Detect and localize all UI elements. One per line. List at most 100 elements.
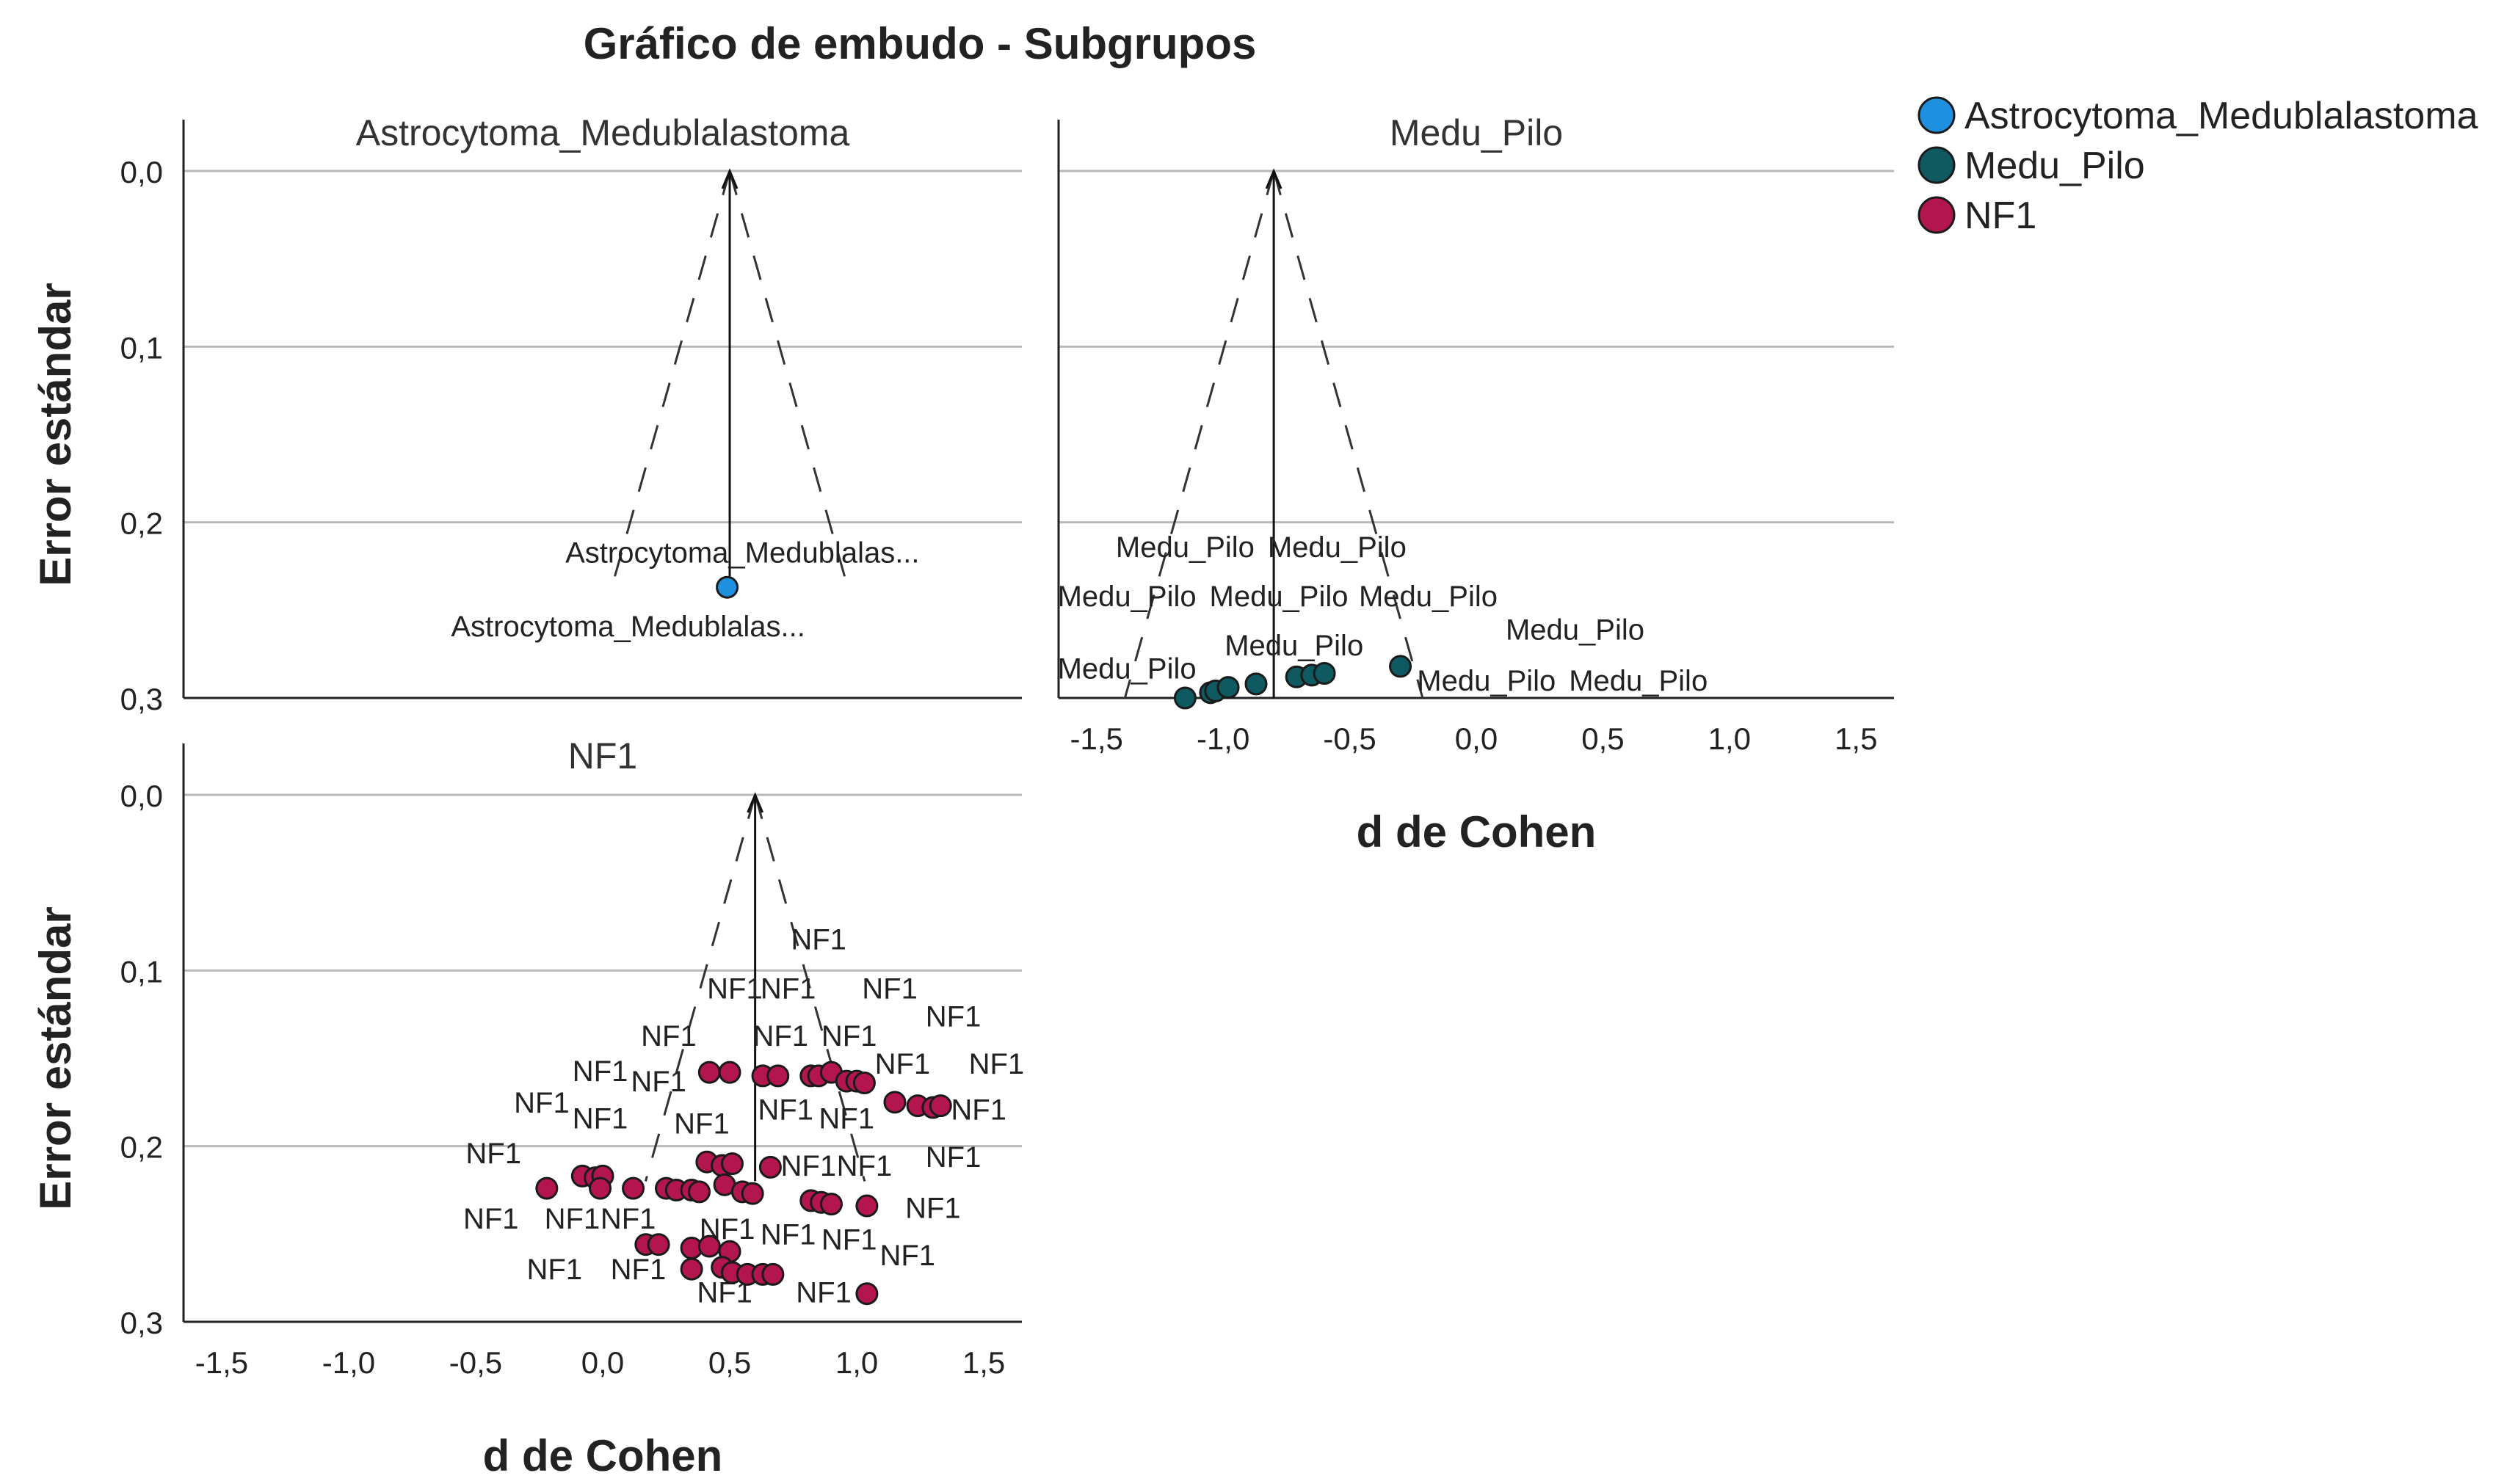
study-point: [697, 1234, 721, 1258]
funnel-right-boundary: [1272, 170, 1424, 699]
x-tick-label: 0,0: [1455, 721, 1498, 756]
point-label: Medu_Pilo: [1569, 665, 1708, 697]
panel-title: Medu_Pilo: [1390, 112, 1563, 153]
point-label: NF1: [514, 1087, 570, 1119]
point-label: NF1: [611, 1254, 667, 1286]
point-label: Medu_Pilo: [1116, 531, 1255, 564]
x-tick-label: -1,5: [195, 1345, 248, 1380]
funnel-left-boundary: [644, 794, 757, 1182]
study-point: [589, 1176, 612, 1200]
pooled-effect-arrow: [747, 792, 764, 813]
x-tick-label: -1,0: [1197, 721, 1249, 756]
x-tick-label: -1,5: [1070, 721, 1123, 756]
study-point: [766, 1064, 790, 1088]
study-point: [1173, 686, 1197, 710]
study-point: [855, 1194, 879, 1218]
point-label: Medu_Pilo: [1417, 665, 1556, 697]
study-point: [761, 1262, 785, 1286]
point-label: NF1: [752, 1020, 808, 1052]
point-label: NF1: [465, 1138, 521, 1170]
funnel-right-boundary: [728, 170, 848, 584]
point-label: NF1: [545, 1203, 601, 1235]
panel-2: Medu_Pilo -1,5 -1,0 -0,5 0,0 0,5 1,0 1,5 d de Co…: [1057, 112, 1894, 856]
x-tick-label: -0,5: [449, 1345, 502, 1380]
x-axis-title: d de Cohen: [483, 1431, 723, 1480]
study-point: [1389, 655, 1412, 678]
study-point: [688, 1180, 711, 1204]
point-label: NF1: [707, 972, 763, 1005]
study-point: [855, 1282, 879, 1306]
point-label: Medu_Pilo: [1506, 614, 1644, 647]
point-label: NF1: [641, 1020, 697, 1052]
legend-marker: [1917, 96, 1956, 134]
point-label: NF1: [761, 972, 816, 1005]
study-point: [718, 1061, 741, 1084]
point-label: Medu_Pilo: [1359, 581, 1498, 613]
y-tick-label: 0,0: [120, 155, 163, 189]
pooled-effect-arrow: [721, 168, 739, 189]
x-tick-label: 1,5: [1835, 721, 1877, 756]
study-point: [929, 1094, 952, 1118]
point-label: NF1: [969, 1048, 1025, 1080]
point-label: NF1: [819, 1102, 874, 1135]
point-label: NF1: [631, 1066, 686, 1098]
point-label: NF1: [905, 1192, 961, 1224]
point-label: NF1: [879, 1240, 935, 1272]
pooled-effect-arrow: [1265, 168, 1282, 189]
x-axis-title: d de Cohen: [1357, 807, 1597, 856]
study-point: [1244, 672, 1268, 696]
point-label: NF1: [573, 1055, 628, 1088]
point-label: NF1: [573, 1102, 628, 1135]
panel-1: Astrocytoma_Medublalastoma 0,0 0,1 0,2 0,3 Er…: [31, 112, 1022, 716]
study-point: [535, 1176, 559, 1200]
point-label: NF1: [926, 1141, 982, 1174]
study-point: [1216, 676, 1240, 699]
point-label: Astrocytoma_Medublalas...: [451, 611, 805, 643]
x-tick-label: 1,0: [1708, 721, 1751, 756]
point-label: NF1: [526, 1254, 582, 1286]
y-axis-title: Error estándar: [31, 906, 80, 1210]
legend-label: NF1: [1964, 194, 2036, 237]
study-point: [622, 1176, 645, 1200]
point-label: Medu_Pilo: [1058, 581, 1197, 613]
legend-marker: [1917, 146, 1956, 184]
point-label: Medu_Pilo: [1210, 581, 1349, 613]
point-label: NF1: [951, 1094, 1006, 1126]
point-label: NF1: [761, 1218, 816, 1251]
funnel-right-boundary: [754, 794, 866, 1182]
x-tick-label: 0,5: [708, 1345, 751, 1380]
x-tick-label: -1,0: [322, 1345, 375, 1380]
point-label: NF1: [758, 1094, 813, 1126]
legend-marker: [1917, 196, 1956, 234]
point-label: NF1: [837, 1150, 893, 1182]
study-point: [852, 1072, 876, 1095]
panel-3: NF1 0,0 0,1 0,2 0,3 Error estándar -1,5 -1,0 -0,…: [31, 735, 1024, 1480]
subgroup-panels: Astrocytoma_Medublalastoma 0,0 0,1 0,2 0,3 Er…: [31, 112, 1894, 1480]
y-tick-label: 0,2: [120, 1130, 163, 1165]
point-label: NF1: [862, 972, 918, 1005]
point-label: NF1: [601, 1203, 656, 1235]
study-point: [741, 1182, 764, 1205]
x-tick-label: 1,5: [962, 1345, 1005, 1380]
point-label: Medu_Pilo: [1268, 531, 1407, 564]
y-tick-label: 0,2: [120, 506, 163, 541]
x-tick-label: 0,0: [581, 1345, 624, 1380]
x-tick-label: 1,0: [835, 1345, 878, 1380]
point-label: NF1: [463, 1203, 519, 1235]
point-label: NF1: [674, 1108, 730, 1141]
point-label: NF1: [796, 1276, 852, 1309]
study-point: [697, 1061, 721, 1084]
funnel-left-boundary: [612, 170, 731, 584]
x-tick-label: 0,5: [1581, 721, 1624, 756]
chart-legend: Astrocytoma_Medublalastoma Medu_Pilo NF1: [1917, 95, 2478, 237]
study-point: [819, 1193, 843, 1216]
funnel-left-boundary: [1123, 170, 1275, 699]
legend-label: Medu_Pilo: [1964, 145, 2145, 187]
y-tick-label: 0,1: [120, 330, 163, 365]
y-axis-title: Error estándar: [31, 283, 80, 586]
study-point: [680, 1257, 703, 1281]
point-label: NF1: [821, 1020, 877, 1052]
legend-label: Astrocytoma_Medublalastoma: [1964, 95, 2478, 137]
panel-title: NF1: [568, 735, 637, 776]
